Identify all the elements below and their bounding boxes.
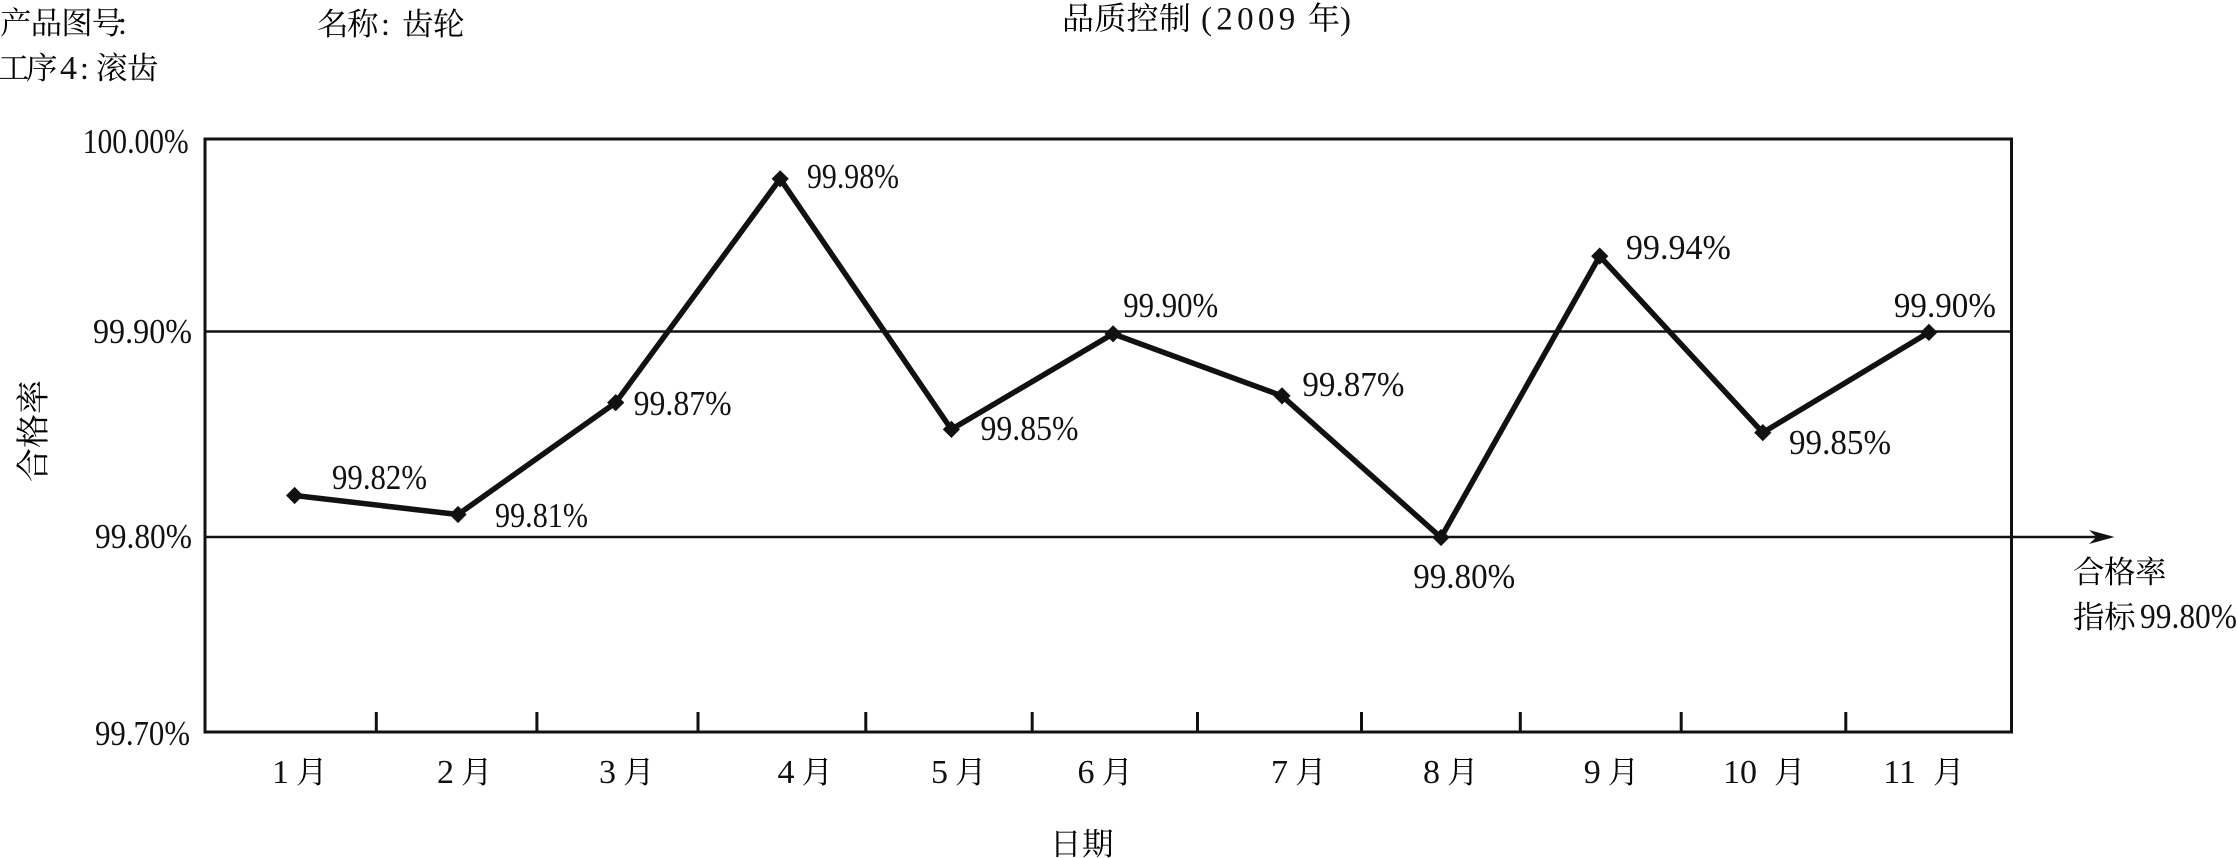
- svg-text:99.80%: 99.80%: [1413, 557, 1515, 596]
- svg-text:99.85%: 99.85%: [1789, 423, 1891, 462]
- svg-text:99.98%: 99.98%: [807, 157, 899, 196]
- svg-text:): ): [1340, 2, 1351, 38]
- svg-text:11: 11: [1883, 754, 1916, 791]
- svg-text:5: 5: [931, 754, 948, 791]
- svg-text:9: 9: [1584, 754, 1601, 791]
- svg-text:99.85%: 99.85%: [981, 409, 1079, 448]
- svg-text:8: 8: [1423, 754, 1440, 791]
- svg-text:99.81%: 99.81%: [495, 496, 588, 535]
- svg-text:7: 7: [1271, 754, 1288, 791]
- svg-text:99.70%: 99.70%: [95, 714, 190, 753]
- svg-text:99.94%: 99.94%: [1626, 228, 1731, 267]
- svg-text::: :: [381, 6, 390, 42]
- svg-text:100.00%: 100.00%: [83, 122, 189, 161]
- svg-text::: :: [80, 50, 89, 86]
- svg-text:2: 2: [437, 754, 454, 791]
- svg-text:99.80%: 99.80%: [95, 517, 192, 556]
- svg-text:6: 6: [1078, 754, 1095, 791]
- svg-text:99.90%: 99.90%: [1123, 286, 1218, 325]
- svg-text:99.82%: 99.82%: [332, 458, 427, 497]
- svg-text:99.87%: 99.87%: [1302, 365, 1404, 404]
- svg-text:(2009: (2009: [1201, 2, 1300, 38]
- svg-text:1: 1: [272, 754, 289, 791]
- svg-text:4: 4: [60, 50, 77, 87]
- svg-text:99.87%: 99.87%: [634, 384, 732, 423]
- svg-text:99.90%: 99.90%: [1894, 286, 1996, 325]
- svg-text:4: 4: [778, 754, 795, 791]
- svg-text:3: 3: [599, 754, 616, 791]
- svg-text:99.80%: 99.80%: [2140, 597, 2237, 636]
- svg-text:99.90%: 99.90%: [93, 312, 192, 351]
- svg-text:10: 10: [1723, 754, 1757, 791]
- svg-text::: :: [118, 5, 127, 41]
